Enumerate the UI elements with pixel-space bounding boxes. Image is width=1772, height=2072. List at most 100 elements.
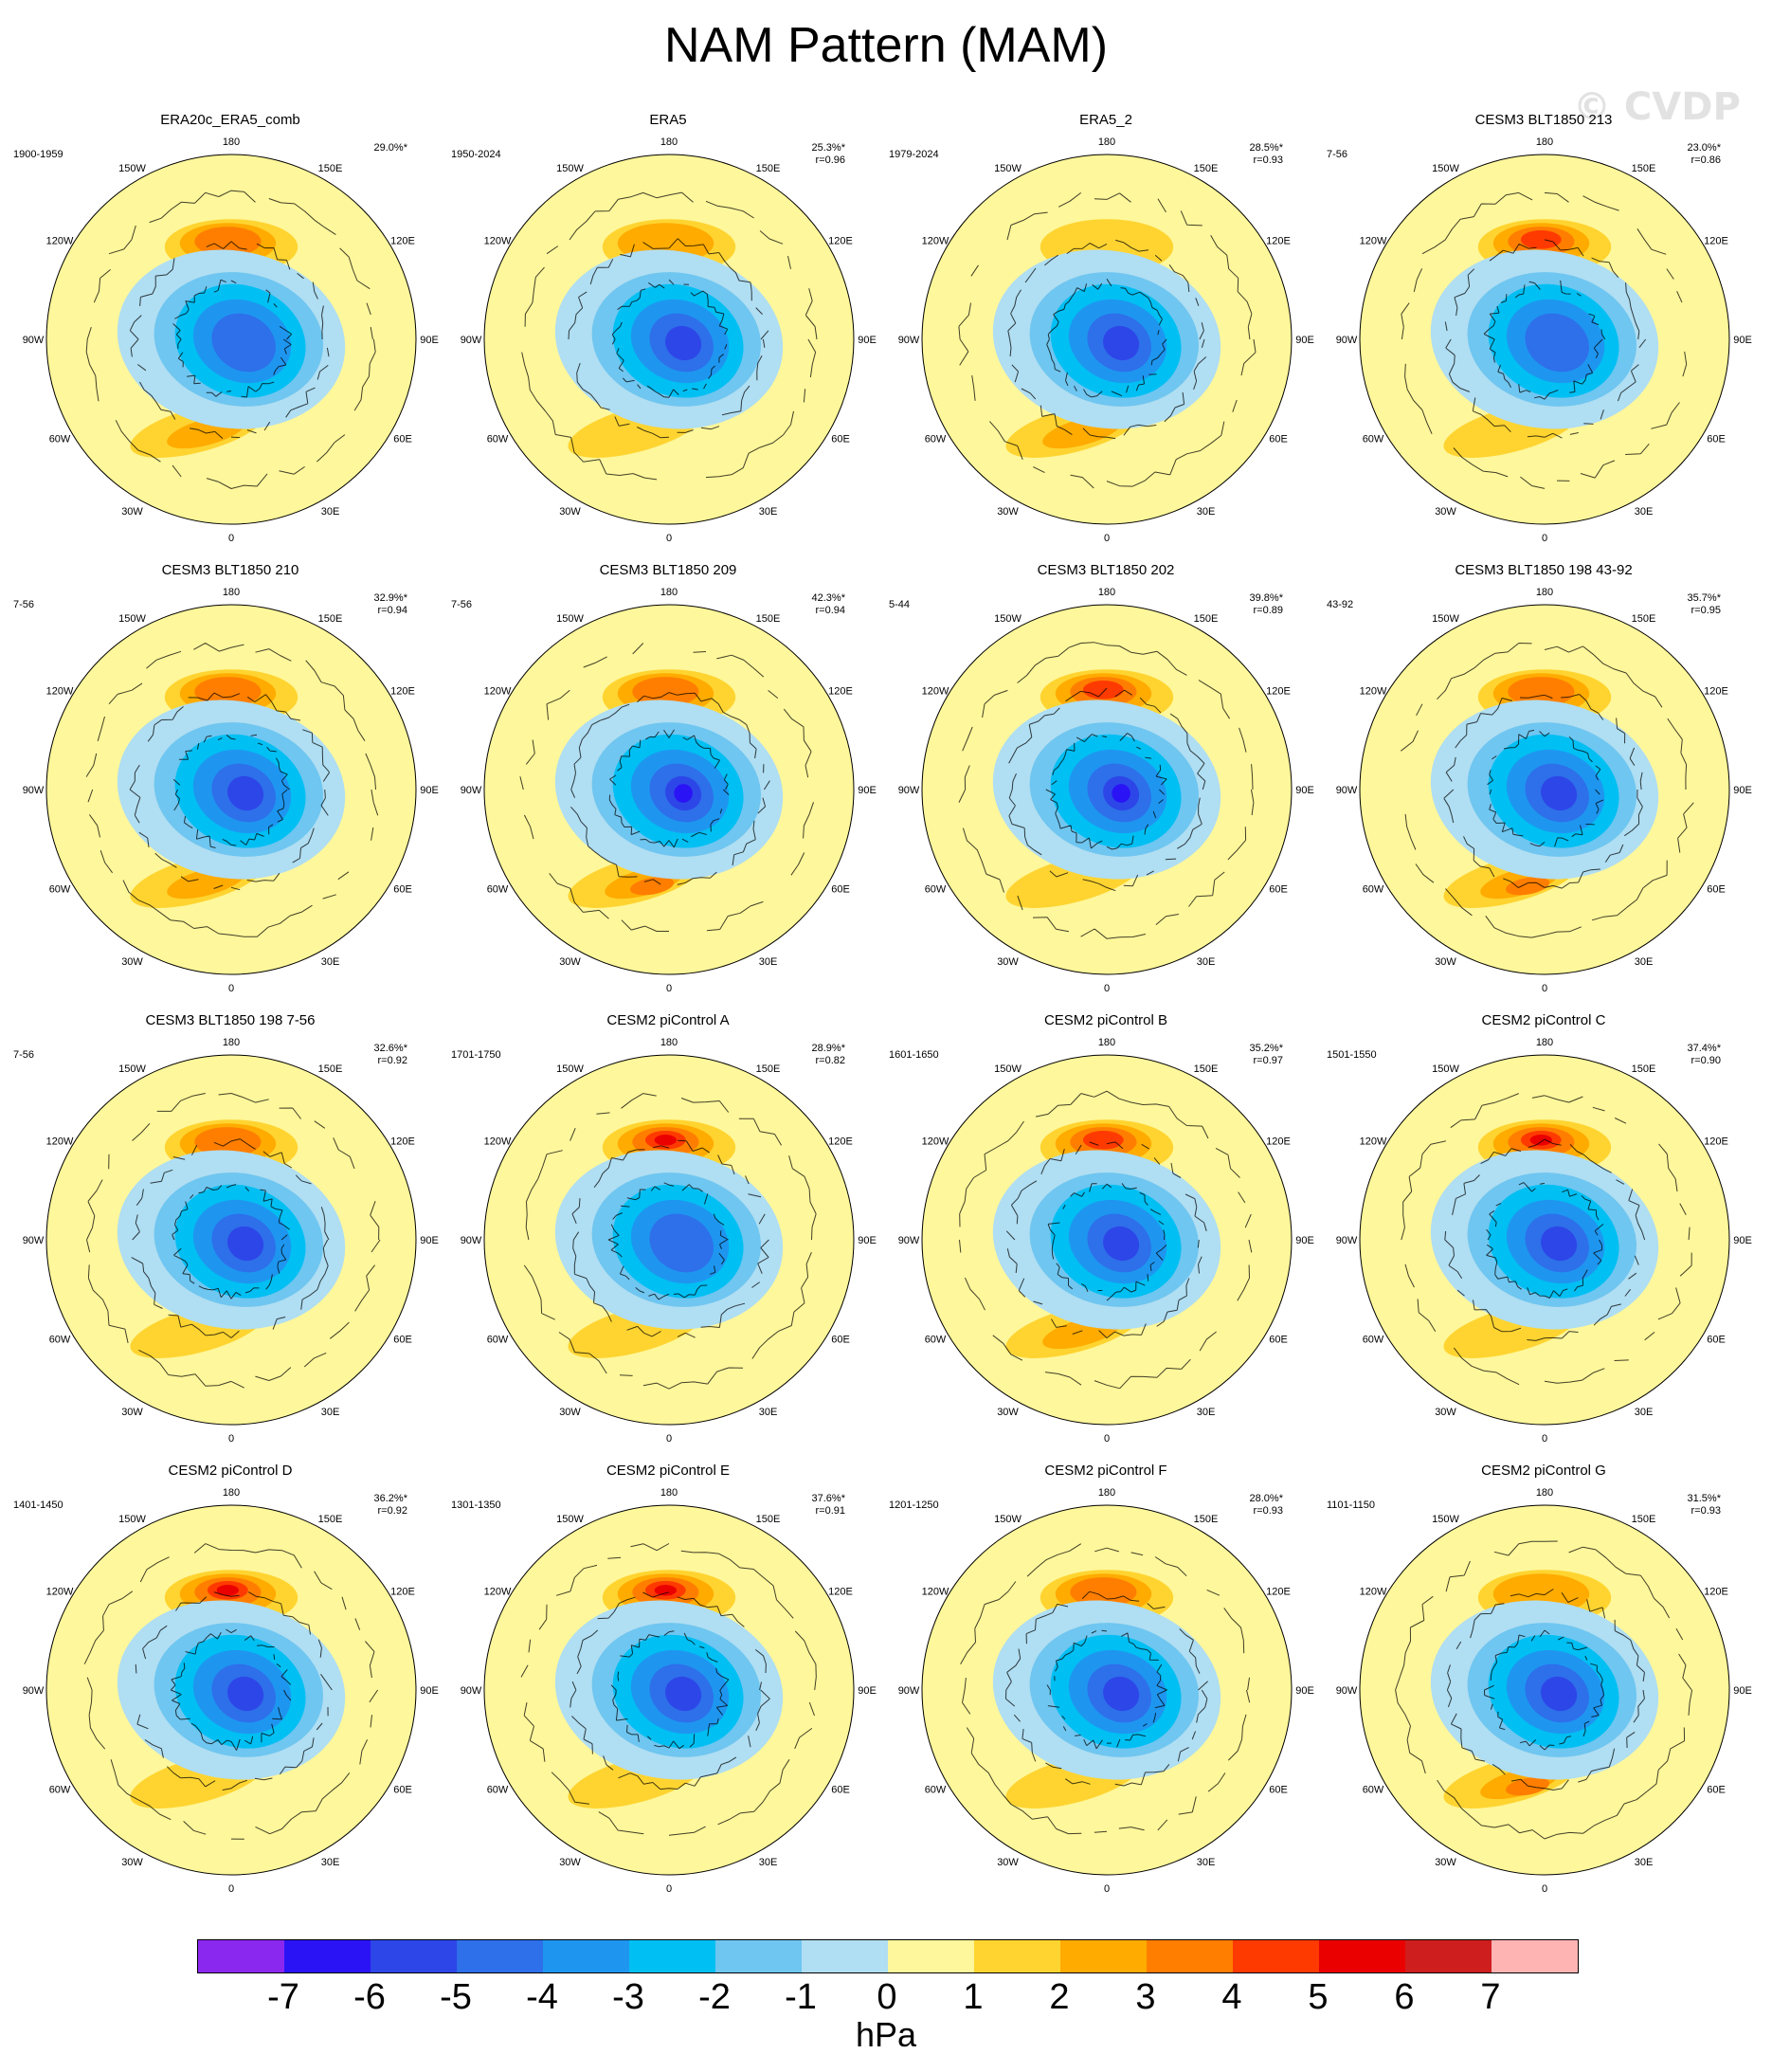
slp-contour-fill [1103,1226,1140,1262]
panel-period: 43-92 [1327,599,1354,610]
pattern-correlation: r=0.94 [815,605,846,616]
colorbar-tick-label: -2 [698,1977,731,2017]
slp-contour-fill [194,677,262,707]
coastlines [958,192,1257,489]
map-panel: CESM2 piControl E 1301-1350 37.6%* r=0.91 18… [449,1463,887,1908]
longitude-label: 180 [223,587,240,598]
longitude-label: 150W [1432,163,1459,174]
longitude-label: 120W [46,686,74,698]
longitude-label: 30W [121,1857,143,1868]
coastlines [959,1090,1253,1390]
coastlines [85,190,376,489]
panel-period: 5-44 [889,599,911,610]
variance-explained: 36.2%* [373,1493,407,1504]
panel-stats: 29.0%* [374,142,407,154]
longitude-label: 180 [1098,1487,1115,1499]
longitude-label: 0 [228,1433,234,1445]
panel-period: 1979-2024 [889,149,939,160]
map-panel: CESM2 piControl B 1601-1650 35.2%* r=0.97 18… [887,1012,1325,1458]
longitude-label: 150W [1432,1514,1459,1525]
colorbar-cell [1405,1940,1492,1972]
longitude-label: 30W [1435,1857,1456,1868]
panel-title: CESM3 BLT1850 202 [1037,562,1175,578]
longitude-label: 30E [759,956,778,968]
panel-stats: 36.2%* r=0.92 [374,1493,407,1518]
longitude-label: 180 [1098,1037,1115,1048]
slp-contour-fill [654,1585,677,1596]
polar-map: 180 150E 120E 90E 60E 30E 0 30W 60W 90W 120W 150W [1336,587,1752,994]
variance-explained: 28.9%* [811,1043,845,1054]
longitude-label: 60E [393,434,412,445]
map-border [1359,604,1730,975]
longitude-label: 120W [922,686,949,698]
map-border [45,1054,417,1426]
longitude-label: 60E [393,1335,412,1346]
panel-stats: 32.6%* r=0.92 [374,1043,407,1067]
longitude-label: 180 [1098,136,1115,148]
slp-contour-fill [665,325,702,361]
longitude-label: 30W [559,1857,581,1868]
longitude-label: 120E [1704,686,1728,698]
slp-contour-fill [1082,681,1124,700]
panel-title: CESM2 piControl E [606,1463,731,1479]
longitude-label: 60W [49,1785,71,1796]
longitude-label: 150W [994,1063,1022,1075]
panel-title: CESM3 BLT1850 213 [1474,112,1613,128]
longitude-label: 120W [46,236,74,247]
coastlines [83,1543,379,1840]
longitude-label: 60E [831,434,850,445]
colorbar-tick-label: -1 [785,1977,817,2017]
map-border [921,1504,1293,1876]
longitude-label: 120W [922,236,949,247]
longitude-label: 30E [759,1407,778,1418]
longitude-label: 90W [461,1235,482,1246]
figure-title: NAM Pattern (MAM) [663,18,1109,73]
longitude-label: 30E [1635,1407,1654,1418]
longitude-label: 60E [1269,434,1288,445]
variance-explained: 35.2%* [1249,1043,1283,1054]
panel-stats: 28.9%* r=0.82 [812,1043,845,1067]
longitude-label: 180 [1536,1037,1553,1048]
longitude-label: 90W [461,785,482,796]
slp-contour-fill [632,677,699,707]
longitude-label: 30W [997,1857,1019,1868]
panel-title: CESM3 BLT1850 198 7-56 [145,1012,316,1028]
polar-map: 180 150E 120E 90E 60E 30E 0 30W 60W 90W 120W 150W [461,587,877,994]
colorbar-tick-label: 0 [877,1977,897,2017]
slp-contour-fill [227,1676,264,1712]
longitude-label: 90W [23,1235,45,1246]
longitude-label: 150E [1632,1514,1656,1525]
panel-period: 7-56 [13,599,35,610]
longitude-label: 150E [1194,1514,1219,1525]
polar-map: 180 150E 120E 90E 60E 30E 0 30W 60W 90W 120W 150W [461,1487,877,1895]
pattern-correlation: r=0.94 [377,605,408,616]
longitude-label: 120W [1360,236,1387,247]
longitude-label: 120E [828,1136,853,1148]
colorbar-tick-label: 2 [1049,1977,1070,2017]
panel-stats: 28.0%* r=0.93 [1250,1493,1283,1518]
variance-explained: 28.5%* [1249,142,1283,154]
longitude-label: 60E [1269,1335,1288,1346]
slp-contour-fill [227,1226,264,1262]
longitude-label: 60E [1707,1335,1726,1346]
longitude-label: 30E [1635,506,1654,518]
panel-stats: 37.4%* r=0.90 [1688,1043,1721,1067]
longitude-label: 60E [831,884,850,896]
colorbar-cell [802,1940,888,1972]
slp-contour-fill [227,775,264,811]
longitude-label: 150W [556,163,584,174]
longitude-label: 150E [756,163,781,174]
slp-contour-fill [1506,1777,1550,1796]
longitude-label: 150E [318,613,343,625]
longitude-label: 60E [1707,1785,1726,1796]
colorbar-cell [715,1940,802,1972]
variance-explained: 37.4%* [1687,1043,1721,1054]
longitude-label: 0 [1104,1433,1110,1445]
longitude-label: 60W [1363,1335,1384,1346]
longitude-label: 30W [997,506,1019,518]
longitude-label: 0 [1104,983,1110,994]
longitude-label: 180 [660,587,678,598]
colorbar-unit: hPa [855,2015,917,2054]
pattern-correlation: r=0.92 [377,1055,408,1066]
longitude-label: 180 [223,1037,240,1048]
